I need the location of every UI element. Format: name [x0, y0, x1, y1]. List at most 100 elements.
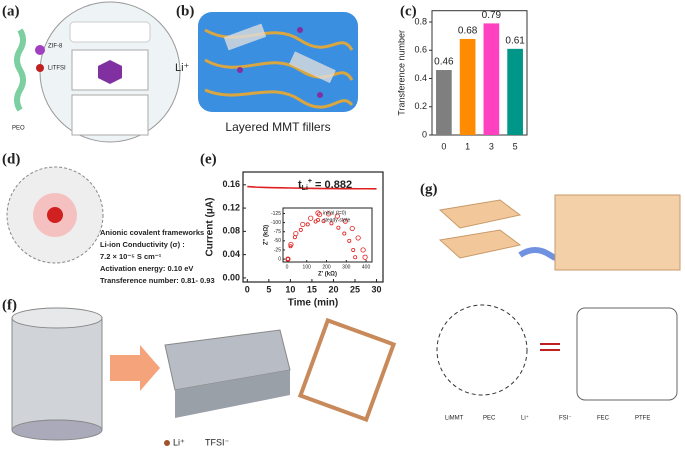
- panel-letter: (f): [2, 297, 17, 313]
- legend-label: initial (t=0): [323, 210, 347, 216]
- data-point: [298, 227, 303, 232]
- y-tick-label: 0.08: [222, 226, 240, 236]
- data-point: [336, 225, 341, 230]
- y-tick-label: 0.2: [414, 101, 427, 111]
- plot-frame: [242, 171, 384, 283]
- x-tick-label: 5: [266, 284, 271, 294]
- panel-letter: (g): [420, 181, 438, 197]
- panel-letter: (b): [176, 3, 194, 19]
- data-point: [362, 254, 368, 260]
- x-tick-label: 200: [322, 264, 331, 270]
- y-tick-label: -75: [274, 229, 281, 235]
- y-axis-label: Z'' (kΩ): [264, 225, 270, 245]
- data-point: [300, 221, 306, 228]
- y-tick-label: 0: [278, 256, 281, 262]
- x-tick-label: 10: [285, 284, 295, 294]
- label: Li⁺: [173, 437, 185, 447]
- label: PEO: [12, 126, 25, 132]
- data-point: [334, 213, 340, 219]
- label: Activation energy: 0.10 eV: [100, 264, 193, 273]
- y-tick-label: 0.6: [414, 45, 427, 55]
- x-tick-label: 0: [245, 284, 250, 294]
- legend-label: Li⁺: [521, 415, 529, 422]
- data-point: [288, 244, 293, 249]
- data-point: [305, 222, 310, 227]
- label: TFSI⁻: [205, 437, 229, 447]
- x-tick-label: 1: [465, 141, 470, 151]
- data-point: [285, 256, 291, 262]
- x-tick-label: 0: [286, 264, 289, 270]
- plot-frame: [431, 10, 528, 136]
- y-axis-label: Current (μA): [205, 198, 216, 257]
- panel-letter: (d): [2, 151, 20, 167]
- bar: [507, 48, 523, 135]
- bar: [483, 23, 500, 136]
- y-tick-label: 0.8: [414, 16, 427, 26]
- annotation-part: t: [298, 179, 302, 191]
- legend-label: FSI⁻: [559, 416, 572, 422]
- y-tick-label: 0.4: [414, 73, 427, 83]
- data-point: [342, 218, 348, 224]
- y-tick-label: 0.12: [222, 202, 240, 212]
- y-tick-label: 0.00: [222, 272, 240, 282]
- data-point: [285, 257, 290, 262]
- label: Anionic covalent frameworks: [100, 228, 204, 237]
- legend-marker: [315, 217, 320, 222]
- x-tick-label: 3: [489, 141, 494, 151]
- bar: [459, 38, 476, 136]
- y-tick-label: -25: [274, 247, 281, 253]
- legend-label: PEC: [483, 416, 496, 422]
- value-label: 0.46: [434, 57, 454, 68]
- panel-d-art: [6, 166, 104, 264]
- data-point: [342, 231, 347, 236]
- data-point: [349, 225, 355, 232]
- y-tick-label: 0.16: [222, 179, 240, 189]
- x-tick-label: 0: [441, 141, 446, 151]
- data-point: [360, 247, 366, 253]
- legend-label: PTFE: [635, 416, 650, 422]
- annotation: tLi+ = 0.882: [298, 178, 352, 192]
- data-point: [329, 221, 334, 226]
- data-point: [308, 215, 314, 221]
- annotation-part: Li: [302, 185, 308, 192]
- data-point: [288, 241, 294, 248]
- x-tick-label: 5: [513, 141, 518, 151]
- legend-label: FEC: [597, 416, 610, 422]
- panel-letter: (c): [400, 3, 417, 19]
- data-point: [316, 211, 323, 218]
- x-tick-label: 20: [328, 284, 338, 294]
- panel-f-art: [11, 307, 397, 446]
- x-tick-label: 15: [307, 284, 317, 294]
- value-label: 0.68: [458, 26, 478, 37]
- x-tick-label: 30: [372, 284, 382, 294]
- data-point: [351, 247, 356, 252]
- x-tick-label: 300: [342, 264, 351, 270]
- panel-letter: (a): [2, 3, 20, 19]
- x-axis-label: Time (min): [288, 298, 338, 309]
- data-point: [325, 211, 332, 217]
- label: 7.2 × 10⁻⁵ S cm⁻¹: [100, 252, 162, 261]
- y-tick-label: -100: [271, 220, 281, 226]
- legend-marker: [315, 210, 321, 216]
- legend-label: LiMMT: [445, 416, 464, 422]
- data-point: [355, 235, 361, 241]
- x-tick-label: 25: [350, 284, 360, 294]
- annotation-part: = 0.882: [312, 179, 352, 191]
- value-label: 0.79: [482, 10, 502, 21]
- data-point: [292, 235, 297, 240]
- annotation-part: +: [308, 178, 312, 185]
- y-tick-label: -50: [274, 238, 281, 244]
- y-tick-label: 0.04: [222, 249, 240, 259]
- label: LiTFSI: [48, 66, 66, 72]
- label: ZIF-8: [48, 44, 63, 50]
- x-tick-label: 400: [362, 264, 371, 270]
- label: Transference number: 0.81- 0.93: [100, 276, 215, 285]
- label: Li⁺: [175, 62, 190, 74]
- value-label: 0.61: [505, 35, 525, 46]
- panel-letter: (e): [200, 151, 217, 167]
- legend-label: steady-state: [323, 217, 350, 223]
- panel-b-art: [198, 12, 358, 112]
- bar: [436, 70, 452, 135]
- x-tick-label: 100: [303, 264, 312, 270]
